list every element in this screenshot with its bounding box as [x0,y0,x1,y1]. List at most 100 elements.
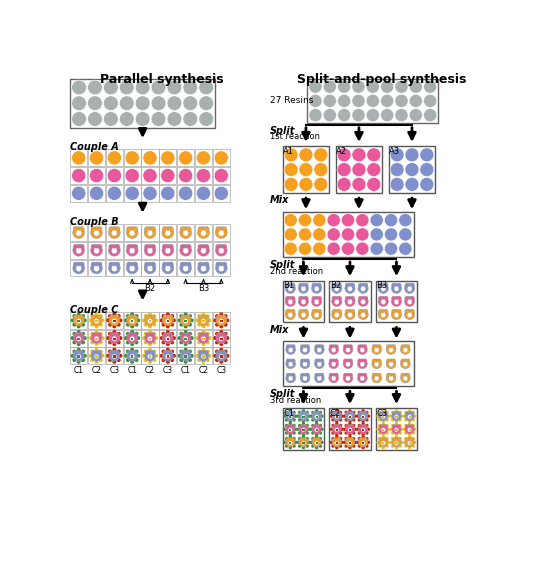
Bar [376,408,417,450]
Circle shape [292,411,296,414]
Circle shape [145,333,149,337]
Circle shape [358,438,368,447]
Circle shape [412,424,415,427]
Circle shape [343,428,346,431]
Circle shape [109,227,114,231]
Circle shape [177,318,182,323]
Circle shape [133,333,137,337]
Circle shape [378,296,383,300]
Circle shape [204,227,209,231]
Circle shape [332,283,342,293]
Circle shape [382,436,385,439]
Circle shape [151,244,155,249]
Circle shape [151,262,155,267]
Circle shape [312,424,316,428]
Circle shape [399,411,402,414]
Bar [283,408,324,450]
Circle shape [73,227,78,231]
Circle shape [332,376,336,381]
Circle shape [219,231,224,236]
Circle shape [385,431,389,434]
Circle shape [180,244,184,249]
Circle shape [116,350,121,354]
Bar [302,416,305,418]
Circle shape [130,231,131,232]
Circle shape [223,358,228,362]
Circle shape [166,330,170,334]
Circle shape [351,299,352,301]
Circle shape [401,359,410,368]
Circle shape [130,312,134,316]
Circle shape [135,314,138,318]
Circle shape [127,262,131,267]
Circle shape [332,348,333,349]
Circle shape [315,428,318,432]
Circle shape [339,437,342,440]
Circle shape [291,424,294,428]
Circle shape [77,312,81,316]
Circle shape [315,409,318,412]
Circle shape [344,418,348,421]
Circle shape [315,345,318,349]
Circle shape [206,332,210,336]
Circle shape [286,359,290,363]
Circle shape [389,376,393,381]
Circle shape [424,80,437,93]
Circle shape [320,441,323,444]
Circle shape [144,262,156,274]
Circle shape [315,422,318,425]
Circle shape [378,283,388,293]
Circle shape [364,286,365,288]
Circle shape [197,332,201,336]
Bar [159,259,176,276]
Circle shape [413,428,417,431]
Circle shape [109,350,114,354]
Circle shape [81,350,85,354]
Circle shape [311,297,322,306]
Circle shape [160,336,164,340]
Circle shape [298,431,301,434]
Circle shape [345,283,349,287]
Circle shape [71,186,86,201]
Circle shape [71,151,86,165]
Circle shape [301,299,303,301]
Circle shape [389,376,390,377]
Circle shape [222,227,227,231]
Circle shape [354,428,357,431]
Circle shape [94,319,99,323]
Circle shape [405,438,414,447]
Circle shape [107,318,110,323]
Circle shape [199,112,214,127]
Circle shape [370,228,383,241]
Circle shape [364,299,365,301]
Circle shape [357,437,361,440]
Circle shape [77,360,81,364]
Circle shape [299,214,312,227]
Circle shape [201,324,205,328]
Bar [88,185,105,202]
Circle shape [391,437,395,440]
Circle shape [165,231,171,236]
Circle shape [109,245,120,256]
Circle shape [124,354,128,358]
Circle shape [392,373,396,377]
Circle shape [80,350,83,354]
Circle shape [358,359,362,363]
Circle shape [366,80,379,93]
Circle shape [113,330,116,334]
Circle shape [208,336,211,340]
Circle shape [348,420,352,423]
Circle shape [377,348,378,349]
Circle shape [411,283,414,287]
Circle shape [378,309,383,313]
Circle shape [367,428,370,431]
Circle shape [361,286,362,288]
Circle shape [166,312,170,316]
Circle shape [145,315,149,319]
Circle shape [408,286,409,288]
Circle shape [216,244,220,249]
Circle shape [223,332,228,336]
Circle shape [72,350,76,354]
Circle shape [100,354,105,358]
Circle shape [186,231,188,232]
